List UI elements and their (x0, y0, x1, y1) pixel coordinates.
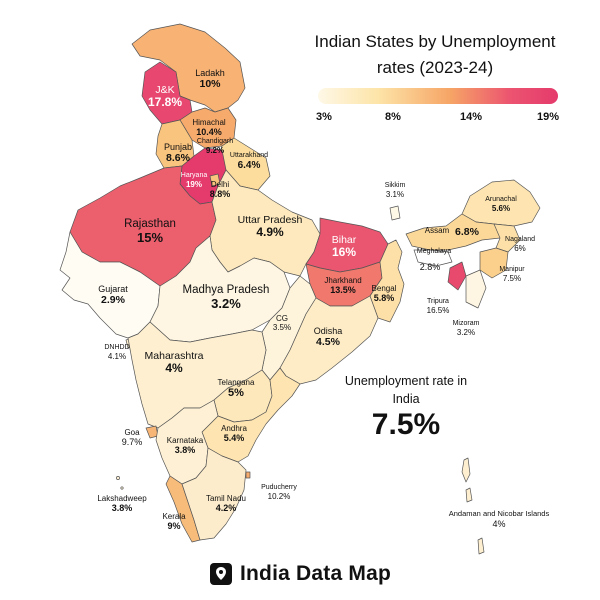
region-tn (181, 447, 247, 541)
label-assam: Assam (424, 226, 450, 235)
region-andaman (461, 457, 471, 483)
region-puducherry (245, 471, 251, 479)
label-meghalaya: Meghalaya (416, 248, 452, 255)
region-himachal (179, 107, 237, 149)
label-odisha: Odisha 4.5% (313, 326, 343, 349)
chart-subtitle: rates (2023-24) (376, 58, 494, 77)
region-sikkim (389, 205, 401, 221)
label-himachal: Himachal 10.4% (192, 118, 226, 138)
region-bengal (369, 239, 405, 323)
label-haryana: Haryana 19% (180, 172, 208, 190)
label-nagaland: Nagaland 6% (505, 236, 535, 254)
label-rajasthan: Rajasthan 15% (124, 218, 176, 246)
label-bihar: Bihar 16% (331, 234, 357, 260)
region-odisha (279, 295, 379, 385)
legend-tick: 8% (385, 111, 401, 123)
national-rate-value: 7.5% (371, 408, 441, 441)
label-jk: J&K 17.8% (147, 84, 183, 110)
label-assam-value: 6.8% (455, 226, 479, 238)
brand-footer: India Data Map (210, 560, 391, 588)
label-goa: Goa 9.7% (121, 428, 143, 448)
label-tn: Tamil Nadu 4.2% (205, 494, 246, 514)
region-tripura (447, 261, 467, 291)
region-meghalaya (413, 249, 453, 267)
region-lakshadweep-2 (120, 486, 124, 490)
label-ladakh: Ladakh 10% (195, 68, 225, 91)
label-dnhdd: DNHDD 4.1% (104, 344, 130, 362)
label-andhra: Andhra 5.4% (221, 424, 247, 444)
region-lakshadweep (116, 476, 120, 480)
label-bengal: Bengal 5.8% (371, 284, 397, 304)
label-andaman: Andaman and Nicobar Islands 4% (448, 509, 550, 529)
color-legend-bar (318, 88, 558, 104)
chart-title: Indian States by Unemployment (314, 32, 556, 51)
label-uttarakhand: Uttarakhand 6.4% (229, 152, 269, 172)
label-meghalaya-value: 2.8% (419, 262, 441, 272)
label-up: Uttar Pradesh 4.9% (237, 214, 303, 240)
label-maharashtra: Maharashtra 4% (144, 350, 204, 376)
label-sikkim: Sikkim 3.1% (384, 182, 406, 200)
label-manipur: Manipur 7.5% (499, 266, 525, 284)
map-pin-icon (210, 563, 232, 585)
label-puducherry: Puducherry 10.2% (261, 484, 297, 502)
label-tripura: Tripura 16.5% (426, 298, 450, 316)
label-telangana: Telangana 5% (217, 378, 255, 400)
label-punjab: Punjab 8.6% (163, 142, 193, 165)
legend-tick: 19% (537, 111, 560, 123)
national-rate-label: Unemployment rate in India (344, 374, 468, 406)
label-karnataka: Karnataka 3.8% (166, 436, 204, 456)
label-mp: Madhya Pradesh 3.2% (182, 284, 270, 312)
legend-tick: 3% (316, 111, 332, 123)
legend-tick: 14% (460, 111, 483, 123)
region-andaman-3 (477, 537, 485, 555)
brand-name: India Data Map (240, 562, 391, 585)
label-gujarat: Gujarat 2.9% (98, 284, 128, 307)
label-cg: CG 3.5% (272, 314, 292, 333)
label-delhi: Delhi 8.8% (209, 180, 231, 200)
label-kerala: Kerala 9% (162, 512, 186, 532)
region-andaman-2 (465, 487, 473, 503)
label-arunachal: Arunachal 5.6% (485, 196, 517, 214)
label-jharkhand: Jharkhand 13.5% (324, 276, 362, 296)
label-chandigarh: Chandigarh 9.2% (196, 138, 234, 156)
region-mizoram (465, 269, 487, 309)
label-lakshadweep: Lakshadweep 3.8% (97, 494, 147, 514)
label-mizoram: Mizoram 3.2% (452, 320, 480, 338)
